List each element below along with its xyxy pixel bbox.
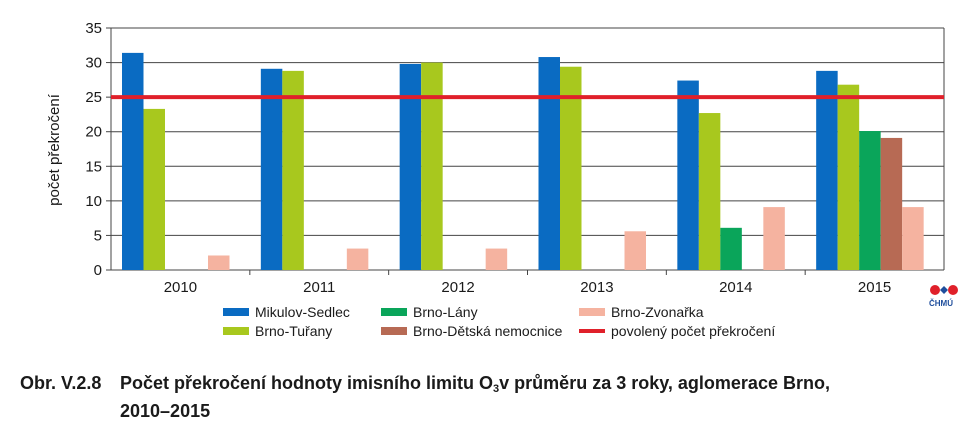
bar-brno-l-ny-2015 — [859, 131, 881, 270]
figure-number: Obr. V.2.8 — [20, 373, 102, 393]
legend-item-mikulov-sedlec: Mikulov-Sedlec — [223, 304, 350, 320]
legend-label: Brno-Zvonařka — [611, 304, 704, 320]
y-tick-label: 25 — [85, 89, 102, 106]
bar-mikulov-sedlec-2010 — [122, 52, 144, 270]
legend-item-brno-detska-nemocnice: Brno-Dětská nemocnice — [381, 323, 562, 339]
legend: Mikulov-Sedlec Brno-Lány Brno-Zvonařka B… — [223, 304, 823, 342]
y-tick-label: 0 — [94, 262, 102, 279]
bar-mikulov-sedlec-2015 — [816, 70, 838, 271]
x-tick-label: 2015 — [858, 279, 891, 296]
x-tick-label: 2013 — [580, 279, 613, 296]
bar-brno-d-tsk-nemocnice-2015 — [880, 137, 903, 270]
legend-swatch-line — [579, 329, 605, 333]
caption-subscript: 3 — [493, 383, 500, 395]
bar-brno-zvona-ka-2013 — [624, 231, 646, 270]
legend-label: povolený počet překročení — [611, 323, 776, 339]
y-tick-label: 5 — [94, 227, 102, 244]
x-tick-label: 2011 — [303, 279, 335, 296]
legend-label: Brno-Dětská nemocnice — [413, 323, 563, 339]
legend-swatch — [381, 308, 407, 316]
legend-swatch — [223, 327, 249, 335]
bars — [122, 52, 924, 271]
bar-brno-tu-any-2010 — [143, 108, 165, 270]
bar-brno-zvona-ka-2015 — [902, 207, 924, 270]
bar-brno-zvona-ka-2012 — [485, 248, 508, 270]
bar-brno-tu-any-2012 — [421, 62, 443, 271]
chmu-logo-text: ČHMÚ — [929, 299, 953, 308]
bar-brno-tu-any-2015 — [837, 84, 860, 270]
caption-text-part1: Počet překročení hodnoty imisního limitu… — [120, 373, 494, 393]
legend-item-brno-lany: Brno-Lány — [381, 304, 478, 320]
bar-mikulov-sedlec-2013 — [538, 57, 560, 270]
chmu-logo-icon — [930, 285, 958, 295]
y-tick-label: 20 — [85, 124, 102, 141]
caption-text-part2: v průměru za 3 roky, aglomerace Brno, — [499, 373, 830, 393]
x-tick-label: 2012 — [441, 279, 474, 296]
legend-label: Brno-Tuřany — [255, 323, 333, 339]
legend-swatch — [223, 308, 249, 316]
legend-label: Mikulov-Sedlec — [255, 304, 350, 320]
x-tick-label: 2010 — [164, 279, 197, 296]
x-tick-labels: 2010 2011 2012 2013 2014 2015 — [164, 279, 892, 296]
caption-line2: 2010–2015 — [120, 401, 211, 421]
bar-brno-zvona-ka-2014 — [763, 207, 785, 270]
bar-mikulov-sedlec-2011 — [260, 68, 283, 271]
y-axis-label: počet překročení — [46, 93, 63, 206]
legend-item-brno-zvonarka: Brno-Zvonařka — [579, 304, 704, 320]
y-tick-labels: 0 5 10 15 20 25 30 35 — [85, 20, 102, 279]
y-tick-label: 15 — [85, 158, 102, 175]
bar-mikulov-sedlec-2014 — [677, 80, 699, 270]
bar-brno-l-ny-2014 — [720, 227, 742, 270]
legend-swatch — [381, 327, 407, 335]
x-tick-label: 2014 — [719, 279, 752, 296]
bar-brno-tu-any-2014 — [698, 113, 721, 270]
legend-label: Brno-Lány — [413, 304, 478, 320]
y-tick-label: 30 — [85, 55, 102, 72]
bar-brno-zvona-ka-2011 — [346, 248, 369, 270]
legend-item-brno-turany: Brno-Tuřany — [223, 323, 332, 339]
bar-brno-tu-any-2013 — [560, 66, 582, 270]
legend-item-limit-line: povolený počet překročení — [579, 323, 775, 339]
y-tick-label: 10 — [85, 193, 102, 210]
legend-swatch — [579, 308, 605, 316]
bar-mikulov-sedlec-2012 — [399, 63, 422, 270]
figure-caption: Obr. V.2.8 Počet překročení hodnoty imisn… — [20, 372, 960, 422]
bar-brno-tu-any-2011 — [282, 70, 304, 271]
bar-brno-zvona-ka-2010 — [208, 255, 230, 270]
y-tick-label: 35 — [85, 20, 102, 37]
